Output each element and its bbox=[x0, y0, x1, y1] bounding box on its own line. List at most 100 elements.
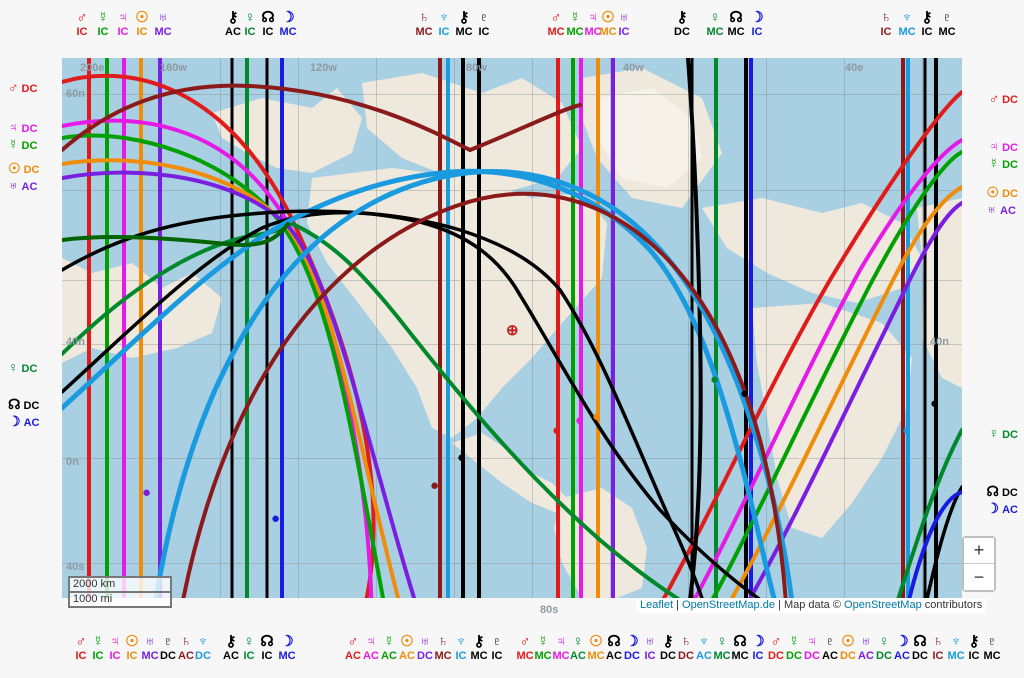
graticule-label: 40w bbox=[623, 62, 644, 74]
mars-glyph-icon: ♂ bbox=[550, 9, 562, 26]
pluto-glyph-icon: ♇ bbox=[491, 633, 503, 650]
chiron-parans-point[interactable]: ● bbox=[457, 449, 467, 466]
pluto-glyph-icon: ♇ bbox=[478, 9, 490, 26]
angle-label: AC bbox=[223, 650, 239, 662]
venus-glyph-icon: ♀ bbox=[8, 359, 19, 375]
saturn-glyph-icon: ♄ bbox=[437, 633, 449, 650]
right-label-uranus-ac: ♅ AC bbox=[987, 201, 1018, 219]
top-label-uranus-ic: ♅ IC bbox=[612, 10, 636, 38]
bottom-label-mars-dc: ♂ DC bbox=[764, 634, 788, 662]
attrib-sep-2: | Map data © bbox=[774, 599, 845, 611]
angle-label: MC bbox=[898, 26, 916, 38]
bottom-label-neptune-mc: ♆ MC bbox=[944, 634, 968, 662]
osm-de-link[interactable]: OpenStreetMap.de bbox=[682, 599, 775, 611]
sun-glyph-icon: ☉ bbox=[986, 184, 1000, 200]
graticule-label: 40e bbox=[845, 62, 864, 74]
angle-label: AC bbox=[1002, 503, 1018, 516]
neptune-glyph-icon: ♆ bbox=[197, 633, 209, 650]
bottom-label-uranus-dc: ♅ DC bbox=[413, 634, 437, 662]
openstreetmap-link[interactable]: OpenStreetMap bbox=[844, 599, 922, 611]
mercury-glyph-icon: ☿ bbox=[537, 633, 549, 650]
left-label-venus-dc: ♀ DC bbox=[8, 360, 37, 377]
angle-label: DC bbox=[23, 164, 40, 176]
sun-glyph-icon: ☉ bbox=[135, 9, 149, 26]
graticule-label: 40n bbox=[930, 336, 949, 348]
moon-parans-point[interactable]: ● bbox=[271, 510, 281, 527]
venus-glyph-icon: ♀ bbox=[878, 633, 890, 650]
node-parans-point[interactable]: ● bbox=[740, 385, 750, 402]
top-label-node-ic: ☊ IC bbox=[256, 10, 280, 38]
angle-label: IC bbox=[455, 650, 467, 662]
bottom-label-pluto-mc: ♇ MC bbox=[980, 634, 1004, 662]
neptune-parans-point[interactable]: ● bbox=[902, 422, 912, 439]
angle-label: MC bbox=[552, 650, 570, 662]
birth-place-marker[interactable]: ⊕ bbox=[506, 322, 519, 339]
chiron-glyph-icon: ⚷ bbox=[473, 633, 485, 650]
angle-label: AC bbox=[570, 650, 586, 662]
bottom-label-chiron-dc: ⚷ DC bbox=[656, 634, 680, 662]
graticule-meridian bbox=[922, 58, 923, 598]
sun-glyph-icon: ☉ bbox=[841, 633, 855, 650]
angle-label: IC bbox=[243, 650, 255, 662]
jupiter-glyph-icon: ♃ bbox=[365, 633, 377, 650]
zoom-in-button[interactable]: + bbox=[964, 538, 994, 564]
left-label-moon-ac: ☽ AC bbox=[8, 413, 39, 431]
angle-label: MC bbox=[470, 650, 488, 662]
sun-glyph-icon: ☉ bbox=[589, 633, 603, 650]
angle-label: AC bbox=[363, 650, 379, 662]
bottom-label-pluto-dc: ♇ DC bbox=[156, 634, 180, 662]
angle-label: IC bbox=[438, 26, 450, 38]
saturn-parans-point[interactable]: ● bbox=[430, 477, 440, 494]
sun-parans-point[interactable]: ● bbox=[592, 408, 602, 425]
node-glyph-icon: ☊ bbox=[729, 9, 743, 26]
jupiter-glyph-icon: ♃ bbox=[555, 633, 567, 650]
jupiter-glyph-icon: ♃ bbox=[8, 119, 19, 135]
uranus-glyph-icon: ♅ bbox=[644, 633, 656, 650]
top-label-chiron-ac: ⚷ AC bbox=[221, 10, 245, 38]
angle-label: IC bbox=[491, 650, 503, 662]
moon-glyph-icon: ☽ bbox=[986, 499, 1000, 516]
left-label-group: ♂ DC bbox=[8, 80, 37, 97]
graticule-label: 80w bbox=[466, 62, 487, 74]
jupiter-glyph-icon: ♃ bbox=[117, 9, 129, 26]
top-label-sun-ic: ☉ IC bbox=[130, 10, 154, 38]
top-label-moon-ic: ☽ IC bbox=[745, 10, 769, 38]
sun-glyph-icon: ☉ bbox=[400, 633, 414, 650]
angle-label: DC bbox=[1002, 94, 1018, 106]
top-label-pluto-mc: ♇ MC bbox=[935, 10, 959, 38]
bottom-label-mercury-mc: ☿ MC bbox=[531, 634, 555, 662]
neptune-glyph-icon: ♆ bbox=[698, 633, 710, 650]
angle-label: IC bbox=[126, 650, 138, 662]
uranus-glyph-icon: ♅ bbox=[618, 9, 630, 26]
mercury-glyph-icon: ☿ bbox=[92, 633, 104, 650]
leaflet-link[interactable]: Leaflet bbox=[640, 599, 674, 611]
bottom-label-node-ac: ☊ AC bbox=[602, 634, 626, 662]
angle-label: DC bbox=[1002, 429, 1018, 441]
bottom-label-sun-ic: ☉ IC bbox=[120, 634, 144, 662]
zoom-control[interactable]: + − bbox=[962, 536, 996, 592]
venus-glyph-icon: ♀ bbox=[572, 633, 584, 650]
jupiter-parans-point[interactable]: ● bbox=[575, 412, 585, 429]
angle-label: MC bbox=[154, 26, 172, 38]
angle-label: IC bbox=[618, 26, 630, 38]
scale-bar: 2000 km 1000 mi bbox=[68, 576, 172, 608]
pluto-parans-point[interactable]: ● bbox=[930, 395, 940, 412]
mars-parans-point[interactable]: ● bbox=[552, 422, 562, 439]
graticule-meridian bbox=[298, 58, 299, 598]
angle-label: MC bbox=[547, 26, 565, 38]
left-label-uranus-ac: ♅ AC bbox=[8, 177, 39, 195]
angle-label: AC bbox=[345, 650, 361, 662]
bottom-label-moon-dc: ☽ DC bbox=[620, 634, 644, 662]
angle-label: MC bbox=[278, 650, 296, 662]
moon-glyph-icon: ☽ bbox=[895, 633, 909, 650]
angle-label: DC bbox=[417, 650, 433, 662]
bottom-label-pluto-ic: ♇ IC bbox=[485, 634, 509, 662]
venus-parans-point[interactable]: ● bbox=[710, 371, 720, 388]
moon-glyph-icon: ☽ bbox=[751, 633, 765, 650]
zoom-out-button[interactable]: − bbox=[964, 564, 994, 590]
top-label-saturn-mc: ♄ MC bbox=[412, 10, 436, 38]
chiron-glyph-icon: ⚷ bbox=[968, 633, 980, 650]
uranus-parans-point[interactable]: ● bbox=[142, 484, 152, 501]
graticule-label: 200e bbox=[80, 62, 105, 74]
